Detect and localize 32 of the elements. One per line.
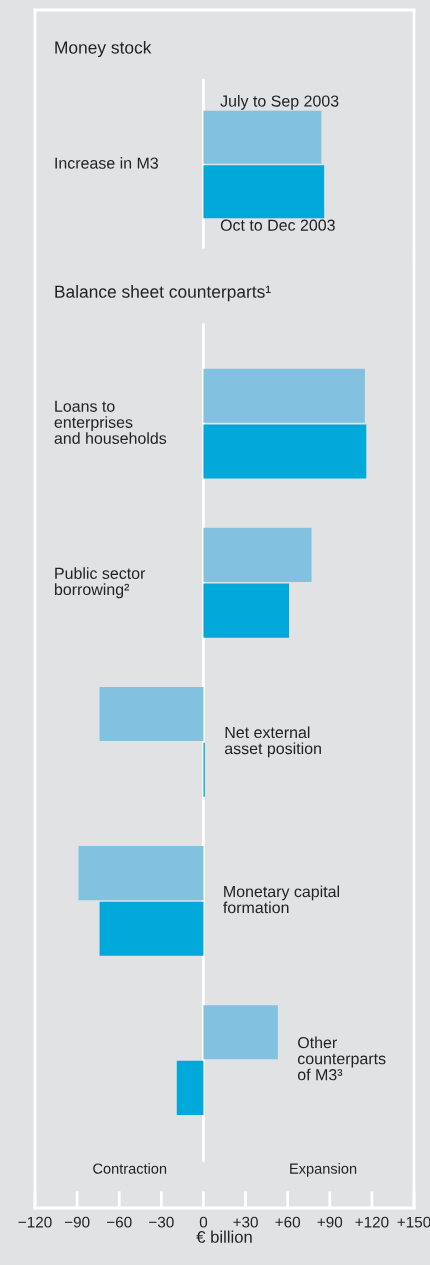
x-tick-label: −60	[107, 1216, 132, 1228]
series-label: July to Sep 2003	[220, 94, 339, 110]
x-tick-label: +120	[355, 1216, 389, 1228]
y-tick-label: Increase in M3	[55, 157, 158, 169]
x-tick-label: +90	[317, 1216, 343, 1228]
bar	[176, 1060, 204, 1115]
y-tick-label: Public sector borrowing²	[54, 567, 146, 599]
annotation: Contraction	[93, 1163, 167, 1174]
annotation: Expansion	[290, 1163, 357, 1177]
chart-title: Money stock	[55, 40, 152, 58]
bar	[203, 368, 365, 423]
x-axis-title: € billion	[196, 1230, 252, 1243]
x-tick-label: +30	[233, 1216, 258, 1228]
x-tick-label: −90	[64, 1216, 90, 1228]
y-tick-label: Loans to enterprises and households	[54, 400, 167, 444]
bar	[203, 527, 312, 582]
bar	[99, 686, 204, 742]
y-tick-label: Net external asset position	[224, 726, 321, 758]
bar	[203, 424, 367, 479]
x-tick-label: +150	[397, 1216, 430, 1228]
y-tick-label: Other counterparts of M3³	[297, 1036, 386, 1081]
x-tick-label: 0	[199, 1216, 208, 1228]
x-tick-label: −30	[149, 1216, 174, 1228]
bar	[203, 583, 290, 638]
bar	[203, 1005, 278, 1060]
bar	[78, 846, 204, 901]
x-tick-label: −120	[18, 1216, 52, 1228]
series-label: Oct to Dec 2003	[220, 219, 335, 231]
x-tick-label: +60	[275, 1216, 301, 1228]
text: Balance sheet counterparts¹	[55, 285, 271, 302]
bar	[99, 901, 204, 956]
y-tick-label: Monetary capital formation	[223, 885, 340, 914]
